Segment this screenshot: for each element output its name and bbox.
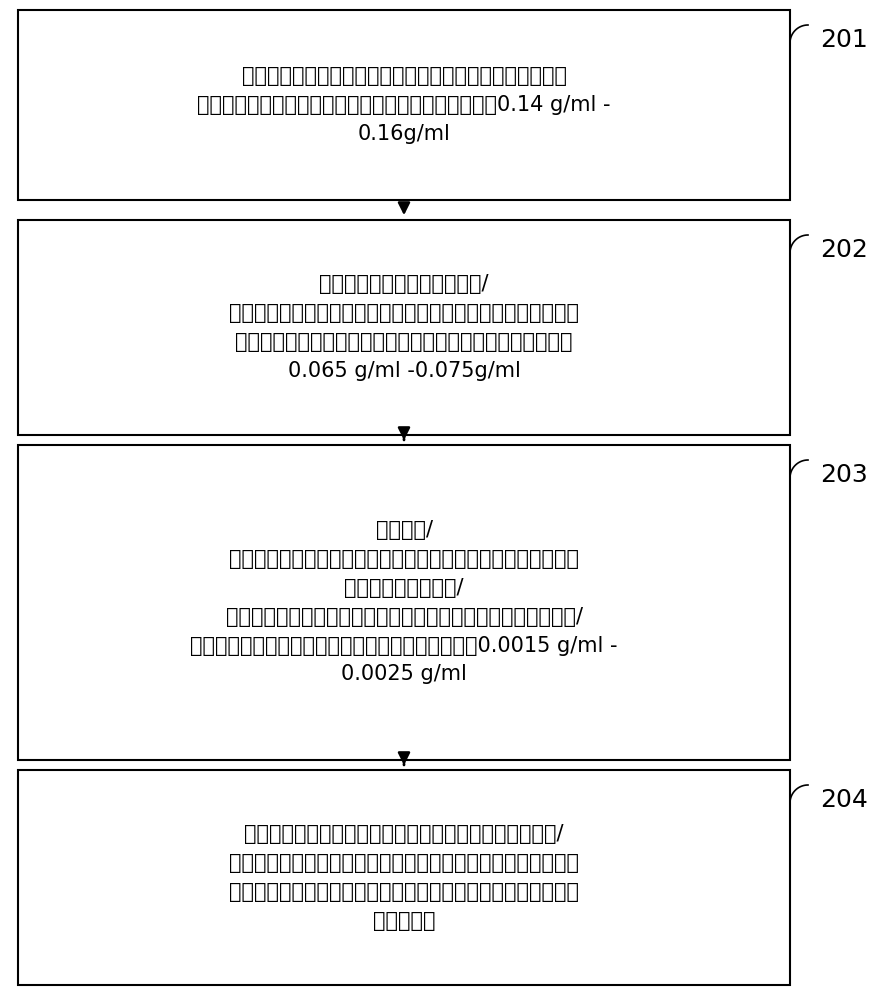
Bar [18,220,790,435]
Text: 204: 204 [820,788,868,812]
Text: 将聚乙烯吡咯烷酮以及药物和/
或生物活性因子溶于有机溶剂中，搅拌至完全溶解，得到聚乙烯
吡咯烷酮芯层溶液，控制该聚乙烯吡咯烷酮芯层溶液的浓度为
0.065 g/: 将聚乙烯吡咯烷酮以及药物和/ 或生物活性因子溶于有机溶剂中，搅拌至完全溶解，得到… [229,274,579,381]
Bar [18,770,790,985]
Text: 将药物和/
或生物活性因子加入聚乙烯吡咯烷酮芯层溶液中，搅拌至混合均
匀，得到含有药物和/
或生物活性因子的聚乙烯吡咯烷酮芯层溶液，控制该含有药物和/
或生物活: 将药物和/ 或生物活性因子加入聚乙烯吡咯烷酮芯层溶液中，搅拌至混合均 匀，得到含… [190,520,617,684]
Bar [18,445,790,760]
Text: 将脂肪族聚酯溶于有机溶剂中，搅拌至完全溶解，得到脂肪
族聚酯壳层溶液，控制该脂肪族聚酯壳层溶液的浓度为0.14 g/ml -
0.16g/ml: 将脂肪族聚酯溶于有机溶剂中，搅拌至完全溶解，得到脂肪 族聚酯壳层溶液，控制该脂肪… [197,66,610,144]
Bar [18,10,790,200]
Text: 202: 202 [820,238,868,262]
Text: 201: 201 [820,28,868,52]
Text: 在无风环境下，分别将脂肪族聚酯壳层溶液和含有药物和/
或生物活性因子的聚乙烯吡咯烷酮芯层溶液注入壳层溶液注射器
和芯层溶液注射器中，进行同轴静电纺丝，制备得到同: 在无风环境下，分别将脂肪族聚酯壳层溶液和含有药物和/ 或生物活性因子的聚乙烯吡咯… [229,824,579,931]
Text: 203: 203 [820,463,868,487]
